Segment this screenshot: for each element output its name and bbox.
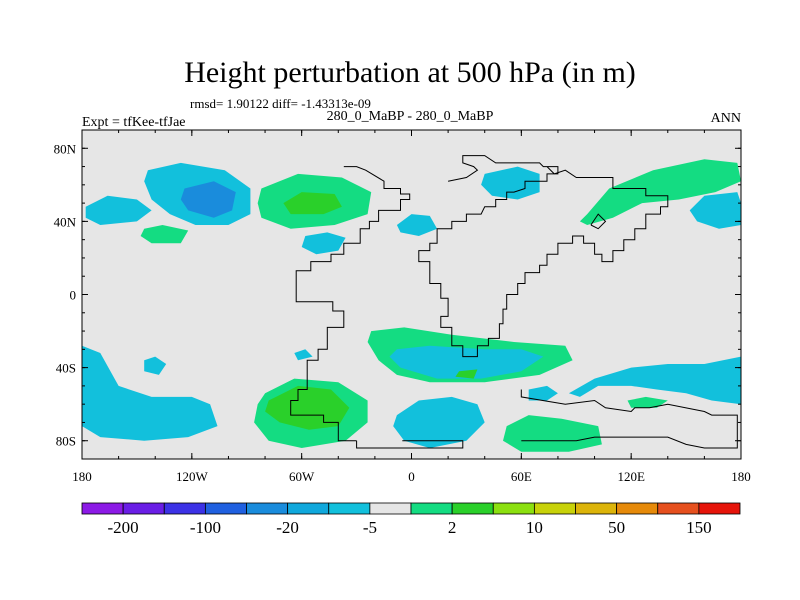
contour-region-light-blue <box>85 195 152 225</box>
colorbar-label: 50 <box>608 518 625 537</box>
colorbar-label: -200 <box>108 518 139 537</box>
colorbar-box <box>533 502 576 515</box>
left-label: Expt = tfKee-tfJae <box>82 115 186 130</box>
colorbar: -200 -100 -20 -5 2 10 50 150 <box>81 502 741 537</box>
colorbar-box <box>246 502 289 515</box>
colorbar-boxes <box>81 502 741 515</box>
contour-region-light-blue <box>393 396 485 448</box>
y-tick-label: 0 <box>70 288 77 303</box>
x-tick-label: 180 <box>72 469 92 484</box>
contour-region-light-green <box>503 415 602 452</box>
coastline <box>356 440 464 449</box>
contour-region-light-green <box>140 225 189 244</box>
colorbar-label: -100 <box>190 518 221 537</box>
colorbar-label: -5 <box>363 518 377 537</box>
contour-region-light-blue <box>568 356 741 405</box>
x-tick-label: 0 <box>408 469 415 484</box>
contour-region-light-blue <box>294 349 313 361</box>
contour-fill-layer <box>82 159 741 452</box>
contour-region-blue <box>180 181 236 218</box>
contour-region-light-blue <box>82 345 218 441</box>
contour-region-green <box>455 369 478 379</box>
coastline <box>418 155 669 358</box>
y-tick-label: 40S <box>56 361 76 376</box>
contour-region-green <box>283 192 342 215</box>
contour-region-light-blue <box>396 214 438 236</box>
x-tick-label: 120E <box>617 469 645 484</box>
coastline <box>290 166 411 442</box>
chart-title: Height perturbation at 500 hPa (in m) <box>184 56 636 89</box>
contour-region-light-green <box>579 159 741 225</box>
colorbar-box <box>575 502 618 515</box>
colorbar-box <box>328 502 371 515</box>
colorbar-box <box>163 502 206 515</box>
contour-region-light-blue <box>481 166 540 200</box>
contour-region-light-blue <box>528 385 558 401</box>
colorbar-label: 150 <box>686 518 712 537</box>
colorbar-box <box>657 502 700 515</box>
coastline <box>590 213 607 230</box>
x-tick-label: 120W <box>176 469 209 484</box>
colorbar-box <box>410 502 453 515</box>
x-tick-label: 60W <box>289 469 315 484</box>
colorbar-box <box>369 502 412 515</box>
contour-region-light-blue <box>389 345 544 379</box>
center-label: 280_0_MaBP - 280_0_MaBP <box>327 109 494 124</box>
contour-region-light-blue <box>689 192 741 229</box>
coastline <box>520 389 738 449</box>
contour-region-light-blue <box>301 232 346 255</box>
x-tick-label: 180 <box>731 469 751 484</box>
colorbar-box <box>287 502 330 515</box>
y-tick-label: 80N <box>54 141 77 156</box>
colorbar-box <box>451 502 494 515</box>
colorbar-label: 10 <box>526 518 543 537</box>
contour-region-light-green <box>627 396 668 408</box>
coastline-layer <box>290 155 738 449</box>
x-tick-label: 60E <box>511 469 532 484</box>
y-axis: 80N 40N 0 40S 80S <box>54 141 741 449</box>
colorbar-box <box>616 502 659 515</box>
contour-region-green <box>265 385 350 430</box>
right-label: ANN <box>711 111 741 126</box>
colorbar-box <box>492 502 535 515</box>
stats-text: rmsd= 1.90122 diff= -1.43313e-09 <box>190 96 371 111</box>
colorbar-labels: -200 -100 -20 -5 2 10 50 150 <box>108 518 712 537</box>
map-panel: 180 120W 60W 0 60E 120E 180 80N 40N 0 40S 80S <box>54 129 751 484</box>
colorbar-box <box>81 502 124 515</box>
colorbar-box <box>698 502 741 515</box>
y-tick-label: 40N <box>54 214 77 229</box>
colorbar-box <box>204 502 247 515</box>
y-tick-label: 80S <box>56 434 76 449</box>
colorbar-label: 2 <box>448 518 457 537</box>
colorbar-box <box>122 502 165 515</box>
x-axis: 180 120W 60W 0 60E 120E 180 <box>72 130 751 484</box>
contour-region-light-blue <box>144 356 167 375</box>
colorbar-label: -20 <box>276 518 299 537</box>
